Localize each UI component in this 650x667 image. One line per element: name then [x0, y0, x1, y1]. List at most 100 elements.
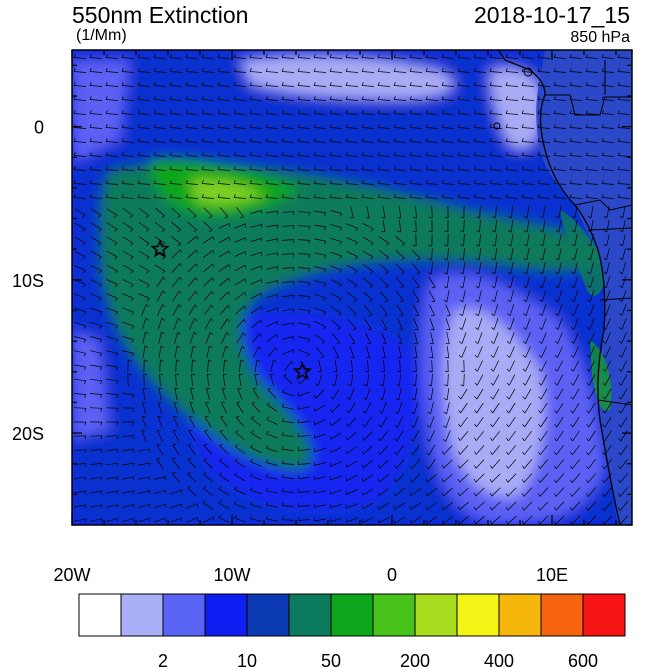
wind-barb — [572, 459, 580, 469]
wind-barb — [265, 99, 279, 101]
wind-barb — [329, 138, 332, 142]
wind-barb — [137, 194, 140, 198]
wind-barb — [588, 416, 596, 428]
wind-barb — [507, 257, 512, 261]
wind-barb — [297, 113, 311, 115]
wind-barb — [557, 346, 563, 358]
wind-barb — [366, 373, 370, 387]
wind-barb — [409, 180, 412, 184]
wind-barb — [617, 521, 621, 525]
wind-barb — [605, 346, 611, 358]
wind-barb — [619, 243, 623, 247]
wind-barb — [281, 477, 295, 479]
wind-barb — [329, 409, 333, 413]
wind-barb — [377, 519, 380, 523]
wind-barb — [537, 71, 551, 73]
wind-barb — [218, 250, 230, 258]
wind-barb — [442, 438, 446, 442]
wind-barb — [169, 54, 172, 58]
wind-barb — [446, 402, 450, 414]
wind-barb — [457, 124, 460, 128]
wind-barb — [266, 334, 278, 342]
wind-barb — [523, 230, 528, 233]
wind-barb — [203, 445, 213, 455]
wind-barb — [409, 57, 423, 59]
wind-barb — [553, 152, 556, 156]
wind-barb — [159, 373, 161, 387]
wind-barb — [478, 248, 482, 260]
wind-barb — [507, 299, 511, 303]
wind-barb — [572, 402, 580, 414]
wind-barb — [393, 152, 396, 156]
wind-barb — [617, 507, 621, 511]
wind-barb — [345, 68, 348, 72]
wind-barb — [106, 250, 118, 258]
wind-barb — [473, 54, 476, 58]
wind-barb — [524, 374, 532, 386]
wind-barb — [353, 313, 357, 317]
wind-barb — [539, 313, 543, 316]
wind-barb — [189, 318, 195, 330]
wind-barb — [495, 219, 497, 233]
wind-barb — [553, 54, 556, 58]
wind-barb — [461, 332, 467, 344]
wind-barb — [83, 325, 87, 329]
wind-barb — [265, 127, 279, 129]
wind-barb — [491, 515, 501, 525]
wind-barb — [256, 359, 261, 363]
wind-barb — [169, 113, 183, 115]
wind-barb — [82, 284, 86, 288]
wind-barb — [121, 57, 135, 59]
wind-barb — [573, 346, 579, 358]
wind-barb — [409, 96, 412, 100]
wind-barb — [397, 416, 403, 428]
wind-barb — [428, 444, 436, 456]
wind-barb — [537, 169, 551, 171]
wind-barb — [395, 473, 405, 483]
wind-barb — [602, 327, 607, 330]
wind-barb — [201, 138, 204, 142]
wind-barb — [377, 492, 380, 496]
wind-barb — [410, 452, 413, 456]
wind-barb — [382, 346, 386, 358]
wind-barb — [172, 443, 177, 446]
wind-barb — [447, 373, 449, 387]
wind-barb — [292, 322, 295, 327]
wind-barb — [370, 256, 374, 260]
wind-barb — [235, 429, 239, 433]
wind-barb — [345, 85, 359, 87]
wind-barb — [414, 346, 418, 358]
wind-barb — [318, 360, 322, 372]
wind-barb — [395, 397, 399, 401]
wind-barb — [395, 263, 405, 273]
wind-barb — [521, 113, 535, 115]
wind-barb — [249, 96, 252, 100]
wind-barb — [573, 304, 579, 316]
wind-barb — [508, 230, 512, 233]
wind-barb — [475, 258, 480, 261]
wind-barb — [105, 82, 108, 86]
wind-barb — [175, 373, 180, 376]
wind-barb — [425, 71, 439, 73]
wind-barb — [345, 127, 359, 129]
wind-barb — [244, 292, 247, 296]
y-tick-label: 20S — [12, 424, 44, 444]
wind-barb — [457, 99, 471, 101]
wind-barb — [537, 57, 551, 59]
wind-barb — [459, 445, 469, 455]
wind-barb — [313, 57, 327, 59]
wind-barb — [195, 263, 199, 268]
wind-barb — [191, 373, 193, 387]
wind-barb — [556, 444, 564, 456]
wind-barb — [234, 458, 238, 462]
wind-barb — [473, 68, 476, 72]
wind-barb — [540, 444, 548, 456]
wind-barb — [603, 487, 613, 497]
wind-barb — [90, 476, 102, 480]
wind-barb — [462, 304, 466, 316]
wind-barb — [377, 155, 391, 157]
wind-barb — [130, 298, 134, 302]
wind-barb — [173, 402, 179, 414]
wind-barb — [313, 127, 327, 129]
wind-barb — [297, 183, 311, 185]
